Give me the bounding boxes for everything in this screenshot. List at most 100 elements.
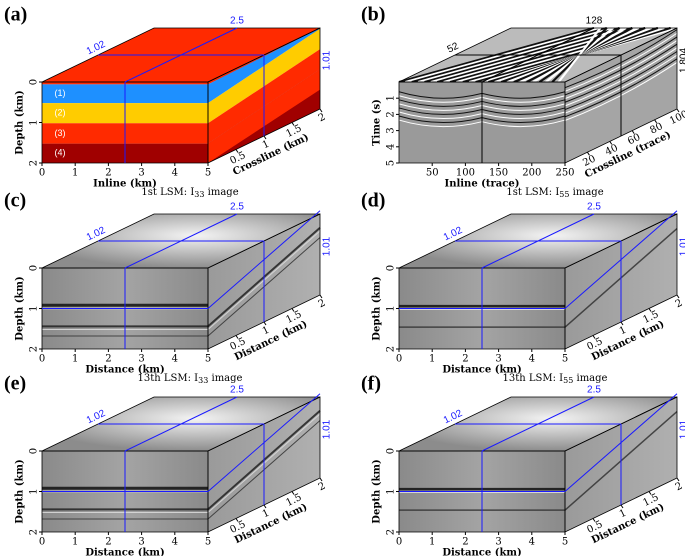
x-tick-label: 2 <box>105 537 111 548</box>
caption-sub: 55 <box>559 190 569 199</box>
y-tick <box>620 504 624 509</box>
x-tick-label: 2 <box>462 537 468 548</box>
annotation: 1.01 <box>679 236 685 256</box>
y-tick <box>609 141 613 145</box>
z-tick-label: 0 <box>29 79 40 85</box>
y-tick <box>676 477 680 482</box>
y-tick <box>648 491 652 495</box>
z-tick-label: 0 <box>29 265 40 271</box>
z-axis-label: Depth (km) <box>15 276 26 340</box>
z-axis-label: Time (s) <box>372 99 383 146</box>
x-tick-label: 3 <box>138 354 144 365</box>
annotation: 1.01 <box>679 419 685 439</box>
caption-text: 13th LSM: I <box>503 373 564 384</box>
y-tick <box>263 135 267 140</box>
caption-sub: 33 <box>194 190 204 199</box>
y-tick-label: 80 <box>648 121 664 136</box>
caption: 1st LSM: I55 image <box>506 187 603 200</box>
y-tick-label: 2 <box>317 481 328 494</box>
z-tick-label: 1 <box>386 305 397 311</box>
x-axis-label: Inline (trace) <box>445 179 520 190</box>
y-tick <box>648 308 652 312</box>
z-axis-label: Depth (km) <box>372 276 383 340</box>
y-tick-label: 20 <box>581 153 597 168</box>
y-tick <box>235 149 239 153</box>
caption-sub: 55 <box>563 376 573 385</box>
y-tick-label: 1 <box>261 508 272 521</box>
z-tick-label: 4 <box>386 144 397 150</box>
z-axis-label: Depth (km) <box>372 459 383 523</box>
layer-label: (4) <box>55 148 66 158</box>
x-tick-label: 1 <box>429 537 435 548</box>
cut-line <box>207 393 321 492</box>
x-tick-label: 4 <box>172 168 178 179</box>
x-tick-label: 0 <box>39 537 45 548</box>
z-tick-label: 0 <box>386 448 397 454</box>
y-tick-label: 2 <box>317 298 328 311</box>
x-tick-label: 100 <box>456 168 475 179</box>
annotation: 2.5 <box>587 202 601 213</box>
x-axis-label: Distance (km) <box>85 548 164 556</box>
y-tick-label: 1 <box>618 325 629 338</box>
annotation: 2.5 <box>587 385 601 396</box>
x-tick-label: 1 <box>429 354 435 365</box>
caption-tail: image <box>569 187 603 198</box>
caption-text: 1st LSM: I <box>506 187 559 198</box>
caption: 13th LSM: I33 image <box>138 373 243 386</box>
annotation: 1.01 <box>322 419 333 439</box>
x-tick-label: 200 <box>522 168 541 179</box>
x-tick-label: 5 <box>562 354 568 365</box>
y-tick <box>592 335 596 339</box>
x-tick-label: 1 <box>72 168 78 179</box>
z-tick-label: 2 <box>29 346 40 352</box>
caption-sub: 33 <box>198 376 208 385</box>
x-tick-label: 3 <box>495 354 501 365</box>
x-tick-label: 2 <box>105 354 111 365</box>
x-tick-label: 4 <box>529 537 535 548</box>
x-tick-label: 5 <box>562 537 568 548</box>
y-tick-label: 2 <box>674 481 685 494</box>
layer-label: (3) <box>55 128 66 138</box>
z-tick-label: 2 <box>386 529 397 535</box>
y-tick <box>291 122 295 126</box>
y-tick <box>676 108 680 113</box>
x-tick-label: 2 <box>105 168 111 179</box>
y-tick <box>235 335 239 339</box>
cut-line <box>564 210 678 309</box>
x-axis-label: Distance (km) <box>442 365 521 376</box>
cut-line <box>207 210 321 309</box>
annotation: 128 <box>586 16 603 27</box>
panel-label: (a) <box>4 4 27 26</box>
x-tick-label: 0 <box>396 537 402 548</box>
y-tick <box>654 119 658 124</box>
z-tick-label: 1 <box>29 488 40 494</box>
caption-text: 1st LSM: I <box>141 187 194 198</box>
caption-tail: image <box>573 373 607 384</box>
z-axis-label: Depth (km) <box>15 459 26 523</box>
x-tick-label: 50 <box>426 168 439 179</box>
y-tick <box>263 504 267 509</box>
x-tick-label: 4 <box>172 537 178 548</box>
y-tick <box>676 294 680 299</box>
x-tick-label: 5 <box>205 354 211 365</box>
z-tick-label: 1 <box>29 305 40 311</box>
annotation: 1.01 <box>322 236 333 256</box>
z-tick-label: 1 <box>386 488 397 494</box>
layer-label: (1) <box>55 88 66 98</box>
z-tick-label: 0 <box>386 265 397 271</box>
x-tick-label: 1 <box>72 354 78 365</box>
caption: 13th LSM: I55 image <box>503 373 608 386</box>
x-tick-label: 1 <box>72 537 78 548</box>
annotation: 1.01 <box>322 50 333 70</box>
z-axis-label: Depth (km) <box>15 90 26 154</box>
panel-label: (e) <box>4 373 26 395</box>
x-tick-label: 0 <box>39 168 45 179</box>
x-tick-label: 4 <box>529 354 535 365</box>
y-tick <box>291 491 295 495</box>
caption-tail: image <box>208 373 242 384</box>
